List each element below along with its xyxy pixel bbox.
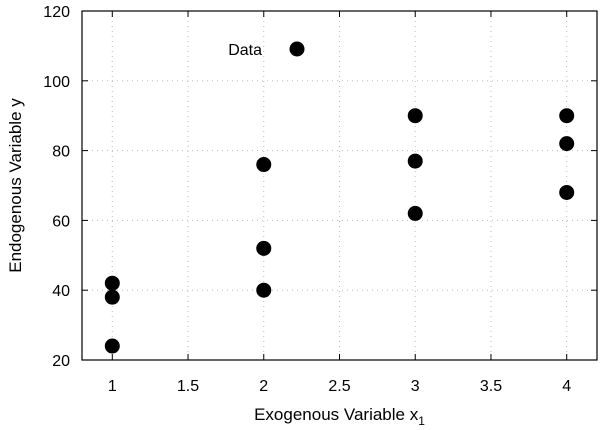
x-tick-label: 3 [411, 378, 420, 395]
x-tick-label: 4 [562, 378, 571, 395]
data-point [256, 157, 272, 173]
data-point [407, 153, 423, 169]
x-axis-title: Exogenous Variable x1 [254, 405, 425, 428]
y-tick-label: 20 [52, 353, 70, 370]
data-point [407, 108, 423, 124]
y-tick-label: 60 [52, 213, 70, 230]
legend: Data [228, 41, 305, 59]
y-tick-label: 80 [52, 144, 70, 161]
y-tick-label: 40 [52, 283, 70, 300]
y-axis-title: Endogenous Variable y [6, 98, 25, 273]
x-axis-title-subscript: 1 [418, 414, 425, 428]
axis-ticks: 1 1.5 2 2.5 3 3.5 4 20 40 60 80 100 120 [43, 4, 597, 395]
x-tick-label: 1.5 [177, 378, 199, 395]
data-point [104, 289, 120, 305]
x-tick-label: 2.5 [328, 378, 350, 395]
grid [82, 10, 597, 361]
legend-label: Data [228, 42, 262, 59]
y-tick-label: 120 [43, 4, 70, 21]
data-points [104, 108, 575, 354]
data-point [104, 275, 120, 291]
plot-frame [81, 10, 598, 361]
data-point [559, 184, 575, 200]
y-tick-label: 100 [43, 74, 70, 91]
data-point [104, 338, 120, 354]
x-tick-label: 3.5 [480, 378, 502, 395]
data-point [407, 205, 423, 221]
legend-marker [289, 41, 305, 57]
data-point [256, 282, 272, 298]
data-point [256, 240, 272, 256]
data-point [559, 108, 575, 124]
data-point [559, 136, 575, 152]
x-axis-title-text: Exogenous Variable x [254, 405, 419, 424]
x-tick-label: 2 [259, 378, 268, 395]
x-tick-label: 1 [108, 378, 117, 395]
